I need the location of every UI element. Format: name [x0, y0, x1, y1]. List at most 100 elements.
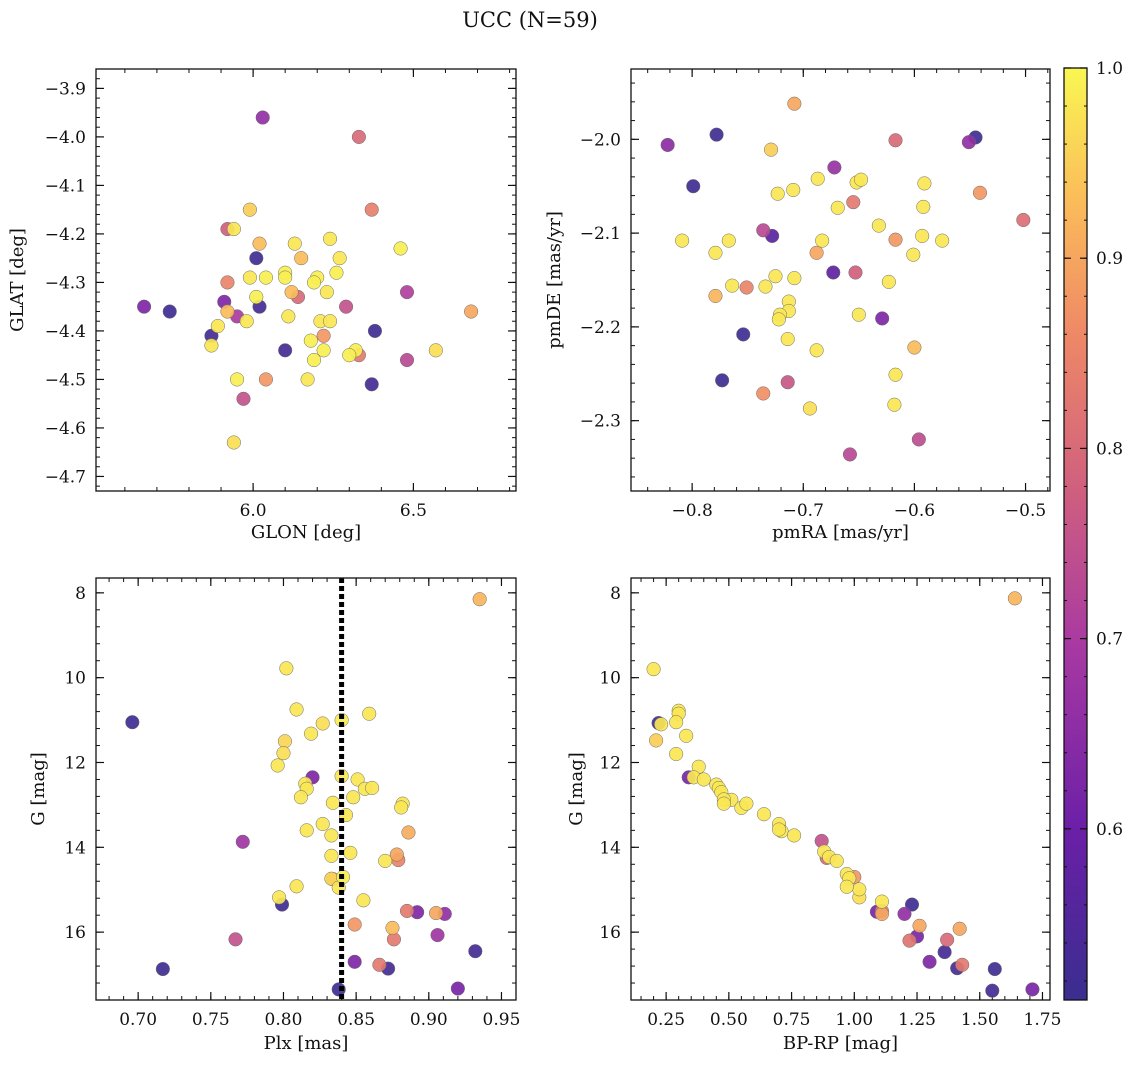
data-point — [300, 372, 315, 387]
data-point — [871, 218, 886, 233]
data-point — [709, 127, 724, 142]
data-point — [315, 716, 330, 731]
data-point — [907, 340, 922, 355]
data-point — [428, 343, 443, 358]
data-point — [220, 275, 235, 290]
data-point — [827, 160, 842, 175]
y-tick-label: 8 — [610, 584, 621, 604]
data-point — [669, 746, 684, 762]
data-point — [303, 333, 318, 348]
data-point — [716, 796, 731, 811]
data-point — [287, 236, 302, 251]
data-point — [258, 372, 273, 387]
data-point — [826, 265, 841, 280]
x-axis-label: Plx [mas] — [264, 1033, 349, 1054]
data-point — [329, 265, 344, 280]
y-tick-label: 10 — [64, 669, 86, 689]
data-point — [277, 734, 292, 749]
data-point — [324, 848, 339, 863]
data-point — [809, 343, 824, 358]
data-point — [961, 135, 976, 150]
data-point — [464, 304, 479, 319]
y-tick-label: −4.7 — [45, 467, 86, 487]
y-tick-label: 16 — [599, 923, 621, 943]
data-point — [851, 307, 866, 322]
data-point — [1016, 212, 1031, 228]
data-point — [654, 717, 669, 732]
data-point — [325, 795, 340, 810]
y-tick-label: −2.3 — [580, 412, 621, 432]
data-point — [897, 906, 912, 921]
data-point — [236, 391, 251, 406]
x-tick-label: 0.50 — [710, 1010, 748, 1030]
axes-frame — [630, 577, 1051, 1001]
y-tick-label: 10 — [599, 669, 621, 689]
data-point — [935, 233, 950, 248]
data-point — [394, 800, 409, 815]
data-point — [985, 983, 1000, 998]
data-point — [888, 367, 903, 382]
data-point — [787, 96, 802, 111]
x-tick-label: 1.50 — [961, 1010, 999, 1030]
data-point — [852, 882, 867, 897]
colorbar-tick-label: 0.8 — [1096, 439, 1123, 459]
data-point — [679, 728, 694, 743]
x-tick-label: −0.6 — [894, 501, 935, 521]
data-point — [739, 280, 754, 295]
data-point — [904, 897, 920, 912]
data-point — [771, 312, 786, 327]
data-point — [399, 285, 415, 300]
data-point — [468, 944, 483, 959]
data-point — [972, 185, 988, 200]
data-point — [324, 828, 339, 843]
data-point — [279, 661, 294, 676]
data-point — [226, 222, 241, 237]
x-tick-label: 0.75 — [192, 1010, 230, 1030]
data-point — [293, 790, 308, 805]
data-point — [365, 780, 380, 795]
data-point — [881, 274, 896, 289]
y-tick-label: 14 — [599, 838, 621, 858]
data-point — [239, 314, 254, 329]
figure-title: UCC (N=59) — [462, 8, 598, 32]
axes-frame — [95, 577, 517, 1001]
colorbar-tick-label: 1.0 — [1096, 59, 1123, 79]
data-point — [316, 343, 331, 358]
y-tick-label: −2.0 — [580, 130, 621, 150]
data-point — [696, 772, 711, 787]
data-point — [780, 375, 795, 390]
data-point — [258, 270, 273, 285]
data-point — [906, 247, 921, 262]
data-point — [756, 223, 771, 238]
data-point — [294, 251, 309, 266]
data-point — [162, 304, 177, 319]
data-point — [715, 373, 730, 388]
data-point — [1007, 591, 1022, 606]
data-point — [854, 172, 869, 187]
data-point — [848, 265, 863, 280]
data-point — [450, 981, 465, 996]
data-point — [708, 288, 723, 303]
data-point — [917, 176, 932, 191]
data-point — [228, 932, 243, 947]
data-point — [278, 343, 293, 358]
x-tick-label: −0.7 — [783, 501, 824, 521]
y-tick-label: 14 — [64, 838, 86, 858]
y-tick-label: −2.2 — [580, 318, 621, 338]
data-point — [372, 957, 387, 972]
x-tick-label: 6.5 — [400, 501, 427, 521]
y-tick-label: −3.9 — [45, 79, 86, 99]
data-point — [339, 299, 354, 314]
y-tick-label: 12 — [64, 753, 86, 773]
data-point — [204, 338, 219, 353]
data-point — [887, 397, 902, 412]
y-tick-label: −4.3 — [45, 273, 86, 293]
data-point — [937, 945, 952, 960]
data-point — [322, 314, 338, 329]
x-tick-label: 0.95 — [483, 1010, 521, 1030]
y-tick-label: 16 — [64, 923, 86, 943]
y-tick-label: −4.2 — [45, 225, 86, 245]
data-point — [389, 847, 404, 862]
data-point — [912, 918, 927, 933]
y-tick-label: −4.0 — [45, 128, 86, 148]
